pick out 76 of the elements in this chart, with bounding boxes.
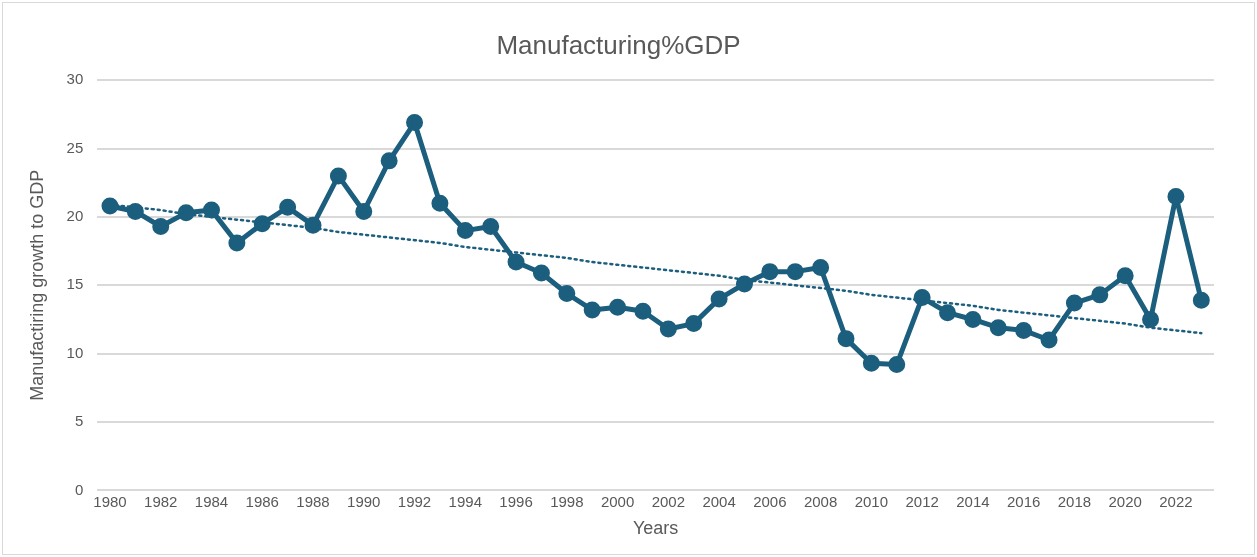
point	[862, 354, 880, 372]
point	[304, 216, 322, 234]
point	[406, 114, 424, 132]
x-tick-label: 1994	[448, 492, 482, 510]
point	[1142, 310, 1160, 328]
point	[532, 264, 550, 282]
x-tick-label: 1984	[194, 492, 229, 510]
point	[355, 202, 373, 220]
point	[837, 330, 855, 348]
point	[329, 167, 347, 185]
point	[609, 298, 627, 316]
point	[761, 263, 779, 281]
point	[812, 259, 830, 277]
y-tick-label: 0	[74, 480, 84, 498]
point	[152, 218, 170, 236]
point	[380, 152, 398, 170]
point	[253, 215, 271, 233]
x-tick-label: 2010	[854, 492, 889, 510]
x-tick-label: 2014	[956, 492, 990, 510]
point	[1065, 294, 1083, 312]
point	[1192, 291, 1210, 309]
point	[456, 222, 474, 240]
x-tick-label: 1992	[397, 492, 432, 510]
point	[558, 285, 576, 302]
point	[735, 275, 753, 293]
point	[279, 198, 297, 216]
point	[634, 302, 652, 320]
point	[1091, 286, 1109, 304]
y-axis-title: Manufactiring growth to GDP	[26, 169, 47, 401]
x-tick-label: 2002	[651, 492, 686, 510]
point	[710, 290, 728, 308]
chart-title: Manufacturing%GDP	[496, 29, 741, 60]
point	[989, 319, 1007, 337]
point	[888, 356, 906, 374]
x-tick-label: 1986	[245, 492, 279, 510]
x-tick-label: 1982	[144, 492, 178, 510]
point	[228, 234, 246, 252]
point	[685, 315, 703, 333]
x-tick-label: 2006	[753, 492, 787, 510]
point	[939, 304, 957, 322]
x-tick-label: 1990	[347, 492, 381, 510]
x-tick-label: 2004	[702, 492, 736, 510]
x-tick-label: 2020	[1108, 492, 1142, 510]
x-tick-label: 2016	[1006, 492, 1041, 510]
point	[964, 310, 982, 328]
x-tick-label: 2012	[905, 492, 939, 510]
point	[101, 197, 119, 215]
x-tick-label: 2000	[600, 492, 635, 510]
y-tick-label: 20	[66, 207, 84, 225]
x-tick-label: 1980	[93, 492, 127, 510]
point	[1167, 187, 1185, 205]
point	[583, 301, 601, 319]
y-tick-label: 30	[66, 70, 84, 88]
point	[507, 253, 525, 271]
point	[913, 289, 931, 307]
x-axis-title: Years	[632, 518, 679, 539]
x-tick-label: 1998	[550, 492, 584, 510]
x-tick-label: 2018	[1057, 492, 1092, 510]
y-tick-label: 15	[66, 275, 84, 293]
point	[177, 204, 195, 222]
x-tick-label: 1988	[296, 492, 330, 510]
x-tick-label: 1996	[499, 492, 533, 510]
point	[202, 201, 220, 219]
point	[659, 320, 677, 338]
y-tick-label: 10	[66, 343, 84, 361]
point	[786, 263, 804, 281]
x-tick-label: 2022	[1159, 492, 1193, 510]
point	[482, 218, 500, 236]
x-tick-label: 2008	[803, 492, 838, 510]
point	[431, 194, 449, 212]
point	[1015, 321, 1033, 339]
y-tick-label: 25	[66, 138, 84, 156]
point	[126, 202, 144, 220]
y-tick-label: 5	[74, 412, 84, 430]
point	[1040, 331, 1058, 349]
point	[1116, 267, 1134, 285]
